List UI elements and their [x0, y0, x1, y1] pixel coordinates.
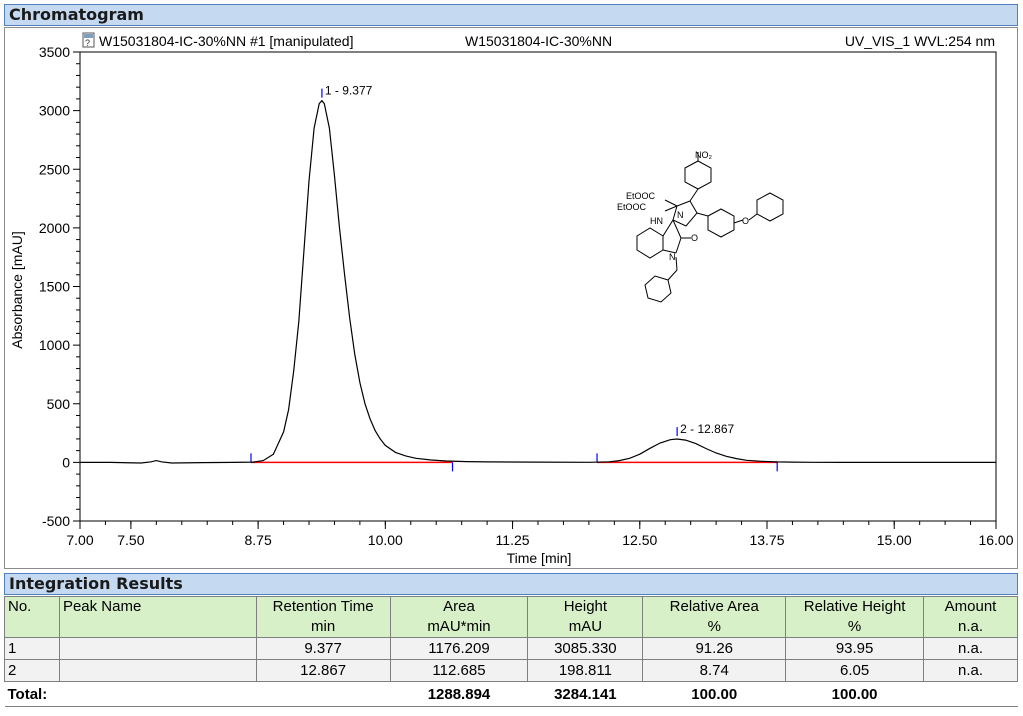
table-header-row: No. Peak Name Retention Time min Area mAU*… — [4, 596, 1018, 638]
y-tick-label: 0 — [62, 454, 70, 470]
col-header-area: Area mAU*min — [389, 596, 529, 638]
col-header-amount: Amount n.a. — [923, 596, 1018, 638]
cell-peak-name — [58, 659, 257, 682]
chromatogram-chart: ? W15031804-IC-30%NN #1 [manipulated] W1… — [9, 32, 1014, 566]
x-tick-label: 10.00 — [368, 532, 403, 548]
cell-amount: n.a. — [923, 659, 1018, 682]
table-row: 1 9.377 1176.209 3085.330 91.26 93.95 n.… — [4, 637, 1018, 660]
total-relative-height: 100.00 — [785, 681, 924, 707]
total-label: Total: — [4, 681, 257, 707]
molecule-etooc-label-1: EtOOC — [626, 191, 656, 201]
molecule-o-carbonyl-label: O — [691, 233, 698, 243]
document-icon: ? — [82, 32, 95, 48]
col-header-peak-name: Peak Name — [58, 596, 257, 638]
cell-relative-area: 91.26 — [642, 637, 787, 660]
peak-label: 2 - 12.867 — [680, 422, 734, 436]
cell-relative-height: 6.05 — [785, 659, 925, 682]
cell-no: 1 — [4, 637, 60, 660]
molecule-o-ether-label: O — [742, 216, 749, 226]
x-tick-label: 7.50 — [117, 532, 144, 548]
x-tick-label: 7.00 — [66, 532, 93, 548]
axes: -500 0 500 1000 1500 2000 2500 3000 3500 7.00 7.50… — [39, 44, 1014, 548]
x-axis-title: Time [min] — [507, 550, 572, 566]
table-row: 2 12.867 112.685 198.811 8.74 6.05 n.a. — [4, 659, 1018, 682]
chromatogram-trace — [80, 99, 996, 464]
x-tick-label: 11.25 — [496, 532, 530, 548]
trace-layer: 1 - 9.377 2 - 12.867 — [80, 84, 996, 472]
total-amount — [923, 681, 1018, 707]
y-tick-label: 500 — [47, 396, 71, 412]
x-tick-label: 8.75 — [244, 532, 271, 548]
molecule-n-label-2: N — [669, 252, 676, 262]
integration-section-title: Integration Results — [4, 573, 1018, 595]
cell-peak-name — [58, 637, 257, 660]
x-tick-label: 13.75 — [749, 532, 784, 548]
col-header-height: Height mAU — [527, 596, 644, 638]
chromatogram-panel: ? W15031804-IC-30%NN #1 [manipulated] W1… — [4, 27, 1018, 569]
cell-area: 1176.209 — [389, 637, 529, 660]
col-header-relative-height: Relative Height% — [785, 596, 925, 638]
plot-frame — [79, 51, 997, 522]
total-retention-time — [256, 681, 391, 707]
x-tick-label: 16.00 — [978, 532, 1013, 548]
chart-header-center: W15031804-IC-30%NN — [465, 33, 612, 49]
total-area: 1288.894 — [390, 681, 528, 707]
col-header-relative-area: Relative Area% — [642, 596, 787, 638]
x-tick-label: 15.00 — [877, 532, 912, 548]
cell-retention-time: 12.867 — [255, 659, 391, 682]
cell-relative-area: 8.74 — [642, 659, 787, 682]
y-tick-label: 1500 — [39, 279, 70, 295]
y-tick-label: -500 — [42, 513, 70, 529]
table-total-row: Total: 1288.894 3284.141 100.00 100.00 — [4, 681, 1018, 707]
cell-amount: n.a. — [923, 637, 1018, 660]
cell-area: 112.685 — [389, 659, 529, 682]
x-tick-label: 12.50 — [622, 532, 657, 548]
cell-relative-height: 93.95 — [785, 637, 925, 660]
total-height: 3284.141 — [527, 681, 643, 707]
y-tick-label: 3500 — [39, 44, 70, 60]
y-tick-label: 2000 — [39, 220, 70, 236]
cell-no: 2 — [4, 659, 60, 682]
molecule-structure — [636, 152, 784, 303]
molecule-n-label-1: N — [677, 210, 684, 220]
svg-text:?: ? — [85, 38, 90, 48]
integration-table: No. Peak Name Retention Time min Area mAU*… — [4, 596, 1018, 707]
cell-retention-time: 9.377 — [255, 637, 391, 660]
y-axis-title: Absorbance [mAU] — [9, 231, 25, 349]
y-tick-label: 2500 — [39, 161, 70, 177]
chromatogram-section-title: Chromatogram — [4, 4, 1018, 26]
molecule-hn-label: HN — [650, 216, 663, 226]
peak-label: 1 - 9.377 — [325, 84, 373, 98]
molecule-etooc-label-2: EtOOC — [617, 202, 647, 212]
cell-height: 198.811 — [527, 659, 644, 682]
col-header-retention-time: Retention Time min — [255, 596, 391, 638]
y-tick-label: 1000 — [39, 337, 70, 353]
cell-height: 3085.330 — [527, 637, 644, 660]
total-relative-area: 100.00 — [642, 681, 786, 707]
y-tick-label: 3000 — [39, 103, 70, 119]
molecule-no2-label: NO₂ — [695, 150, 713, 160]
col-header-no: No. — [4, 596, 60, 638]
chart-header-left: W15031804-IC-30%NN #1 [manipulated] — [99, 33, 353, 49]
chart-header-right: UV_VIS_1 WVL:254 nm — [845, 33, 995, 49]
